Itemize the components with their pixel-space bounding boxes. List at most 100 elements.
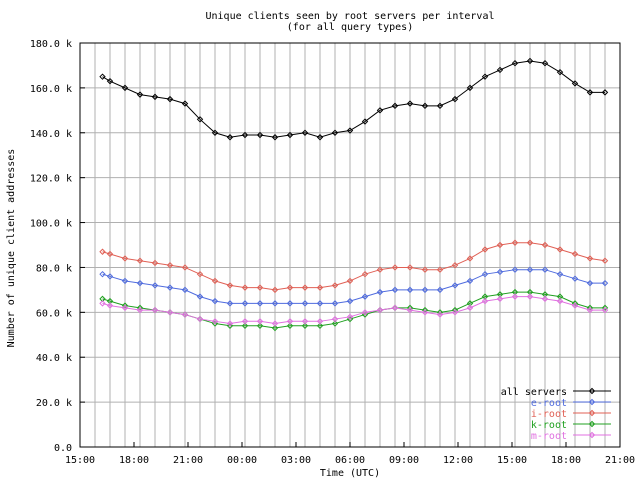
- data-point: [406, 100, 414, 107]
- legend-label: k-root: [531, 420, 567, 431]
- data-point: [286, 322, 294, 330]
- data-point: [511, 266, 519, 273]
- data-point: [241, 284, 249, 291]
- data-point: [331, 129, 339, 136]
- data-point: [301, 322, 309, 330]
- data-point: [151, 259, 159, 267]
- data-point: [241, 300, 249, 307]
- y-axis-ticks: 0.0 20.0 k 40.0 k 60.0 k 80.0 k 100.0 k 120.0 …: [30, 39, 85, 454]
- data-point: [541, 291, 549, 298]
- data-point: [436, 311, 444, 318]
- data-point: [316, 300, 324, 307]
- data-point: [106, 273, 114, 280]
- series-e-root: [99, 266, 609, 307]
- data-point: [511, 293, 519, 300]
- data-point: [496, 241, 504, 249]
- data-point: [466, 277, 474, 285]
- data-point: [211, 129, 219, 136]
- data-point: [421, 309, 429, 316]
- x-tick-label: 21:00: [173, 455, 203, 466]
- data-point: [106, 297, 114, 305]
- data-point: [451, 261, 459, 269]
- data-point: [211, 297, 219, 305]
- y-tick-label: 0.0: [54, 443, 72, 454]
- data-point: [346, 127, 354, 134]
- data-point: [556, 297, 564, 305]
- data-point: [406, 306, 414, 314]
- data-point: [571, 275, 579, 282]
- data-point: [99, 248, 106, 255]
- legend-marker: [588, 398, 596, 406]
- data-point: [106, 250, 114, 258]
- data-point: [181, 264, 189, 271]
- legend-marker: [588, 409, 596, 417]
- data-point: [346, 277, 354, 285]
- x-axis-ticks: 15:00 18:00 21:00 00:00 03:00 06:00 09:00 12:00…: [65, 442, 635, 466]
- data-point: [541, 59, 549, 67]
- y-tick-label: 120.0 k: [30, 174, 72, 185]
- x-tick-label: 15:00: [497, 455, 527, 466]
- data-point: [166, 261, 174, 269]
- x-tick-label: 18:00: [119, 455, 149, 466]
- data-point: [466, 304, 474, 312]
- data-point: [196, 293, 204, 300]
- data-point: [136, 306, 144, 314]
- y-tick-label: 20.0 k: [36, 398, 72, 409]
- data-point: [601, 279, 609, 287]
- data-point: [601, 304, 609, 312]
- x-tick-label: 09:00: [389, 455, 419, 466]
- data-point: [241, 322, 249, 330]
- data-point: [556, 246, 564, 253]
- data-point: [196, 116, 204, 123]
- data-point: [196, 315, 204, 323]
- data-point: [391, 286, 399, 294]
- data-point: [586, 255, 594, 262]
- y-tick-label: 180.0 k: [30, 39, 72, 50]
- data-point: [376, 266, 384, 273]
- data-point: [166, 309, 174, 316]
- data-point: [526, 266, 534, 273]
- data-point: [286, 318, 294, 325]
- data-point: [226, 322, 234, 330]
- legend-label: all servers: [501, 387, 567, 398]
- chart-subtitle: (for all query types): [287, 22, 413, 33]
- data-point: [316, 318, 324, 325]
- data-point: [316, 284, 324, 291]
- data-point: [121, 255, 129, 262]
- x-tick-label: 03:00: [281, 455, 311, 466]
- data-point: [166, 284, 174, 291]
- data-point: [481, 293, 489, 300]
- data-point: [121, 304, 129, 312]
- data-point: [361, 293, 369, 300]
- legend-label: i-root: [531, 409, 567, 420]
- data-point: [331, 315, 339, 323]
- series-all-servers: [99, 57, 609, 141]
- data-point: [151, 306, 159, 314]
- data-point: [256, 322, 264, 330]
- data-point: [181, 286, 189, 294]
- data-point: [406, 286, 414, 294]
- data-point: [601, 257, 609, 264]
- data-point: [99, 270, 106, 278]
- data-point: [241, 131, 249, 139]
- data-point: [526, 293, 534, 300]
- data-point: [181, 100, 189, 107]
- data-point: [256, 300, 264, 307]
- series-i-root: [99, 239, 609, 294]
- data-point: [99, 300, 106, 307]
- legend-marker: [588, 420, 596, 428]
- data-point: [481, 297, 489, 305]
- data-point: [511, 239, 519, 246]
- data-point: [451, 309, 459, 316]
- series-line: [102, 242, 606, 291]
- data-point: [451, 95, 459, 103]
- data-point: [106, 302, 114, 309]
- data-point: [601, 89, 609, 96]
- data-point: [99, 295, 106, 303]
- data-point: [586, 306, 594, 314]
- y-tick-label: 60.0 k: [36, 308, 72, 319]
- data-point: [136, 279, 144, 287]
- data-point: [541, 241, 549, 249]
